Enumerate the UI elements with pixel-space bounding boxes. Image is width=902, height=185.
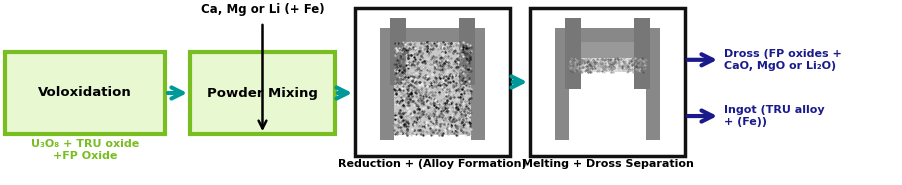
Bar [380,28,484,42]
Bar [529,8,685,156]
Bar [555,28,568,140]
Bar [633,18,649,89]
Bar [380,28,393,140]
Text: Powder Mixing: Powder Mixing [207,87,318,100]
Text: Voloxidation: Voloxidation [38,87,132,100]
Bar [471,28,484,140]
Bar [555,28,659,42]
FancyBboxPatch shape [5,52,165,134]
Text: Melting + Dross Separation: Melting + Dross Separation [521,159,693,169]
Bar [393,42,471,135]
Bar [645,28,659,140]
Bar [568,42,645,58]
Bar [568,58,645,72]
Text: Reduction + (Alloy Formation): Reduction + (Alloy Formation) [338,159,526,169]
Text: Ca, Mg or Li (+ Fe): Ca, Mg or Li (+ Fe) [200,3,324,16]
Bar [565,18,580,89]
Text: Dross (FP oxides +
CaO, MgO or Li₂O): Dross (FP oxides + CaO, MgO or Li₂O) [723,49,841,71]
FancyBboxPatch shape [189,52,335,134]
Bar [458,18,474,85]
Text: U₃O₈ + TRU oxide
+FP Oxide: U₃O₈ + TRU oxide +FP Oxide [31,139,139,161]
Bar [390,18,406,85]
Bar [354,8,510,156]
Text: Ingot (TRU alloy
+ (Fe)): Ingot (TRU alloy + (Fe)) [723,105,824,127]
